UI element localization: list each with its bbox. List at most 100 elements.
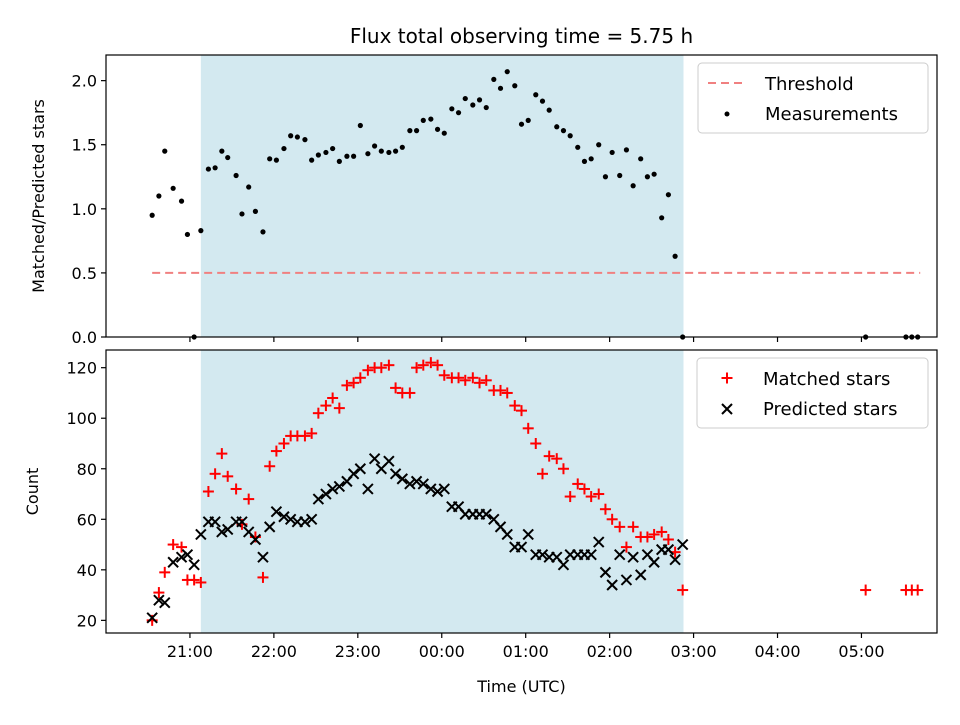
predicted-star-point [305, 513, 318, 526]
matched-star-point [299, 430, 311, 442]
matched-star-point [383, 359, 395, 371]
matched-star-point [320, 400, 332, 412]
predicted-star-point [404, 478, 416, 490]
legend-predicted-swatch [721, 403, 733, 415]
predicted-star-point [263, 521, 276, 533]
measurement-point [462, 95, 468, 102]
matched-star-point [522, 422, 534, 434]
predicted-star-point [627, 551, 639, 563]
top-y-axis-label: Matched/Predicted stars [29, 99, 48, 293]
predicted-star-point [236, 516, 248, 528]
matched-star-point [543, 450, 555, 462]
predicted-star-point [515, 541, 528, 553]
measurement-point [149, 212, 155, 218]
bottom-subplot: 20 40 60 80 100 120 21:00 22:00 23:00 00:00 01:00… [23, 349, 938, 696]
predicted-star-point [662, 543, 675, 556]
measurement-point [365, 151, 371, 157]
measurement-point [525, 117, 531, 123]
y-tick-label: 1.5 [72, 136, 97, 155]
measurement-point [554, 124, 560, 130]
measurement-point [344, 153, 350, 159]
matched-star-point [585, 491, 597, 503]
predicted-star-point [620, 574, 633, 586]
measurement-point [659, 215, 665, 221]
matched-star-point [176, 541, 188, 553]
predicted-star-point [438, 483, 450, 495]
matched-star-point [480, 374, 492, 386]
predicted-star-point [599, 566, 612, 579]
bottom-x-ticks: 21:00 22:00 23:00 00:00 01:00 02:00 03:00 04:00… [167, 633, 885, 661]
matched-star-point [656, 526, 668, 538]
measurement-point [602, 174, 609, 180]
x-tick-label: 02:00 [587, 642, 633, 661]
predicted-star-point [354, 463, 367, 475]
measurement-point [212, 165, 218, 171]
legend-plus-marker [721, 372, 733, 384]
top-y-ticks: 0.0 0.5 1.0 1.5 2.0 [72, 72, 106, 347]
matched-star-point [270, 445, 282, 457]
measurement-point [546, 107, 552, 113]
predicted-star-point [159, 596, 171, 609]
measurement-point [198, 228, 204, 234]
measurement-point [420, 117, 426, 123]
measurement-point [309, 157, 315, 163]
matched-star-point [614, 521, 626, 533]
top-axes-frame [105, 54, 938, 338]
matched-star-point [495, 384, 507, 396]
predicted-star-point [167, 556, 179, 568]
measurement-point [184, 231, 191, 238]
matched-star-point [354, 372, 366, 384]
measurement-point [233, 172, 239, 179]
measurement-point [246, 184, 252, 190]
predicted-star-point [284, 513, 297, 526]
matched-star-point [474, 377, 486, 389]
matched-star-point [648, 528, 660, 540]
matched-star-point [167, 539, 179, 551]
bottom-legend: Matched stars Predicted stars [696, 357, 929, 429]
matched-star-point [195, 576, 207, 588]
measurement-point [596, 142, 602, 148]
matched-star-point [578, 483, 590, 495]
measurement-point [617, 172, 623, 179]
measurement-point [294, 134, 300, 140]
bottom-y-axis-label: Count [23, 468, 42, 516]
measurement-point [575, 144, 581, 150]
predicted-star-point [614, 548, 626, 561]
matched-star-point [362, 364, 374, 376]
matched-star-point [188, 574, 200, 586]
measurement-point [533, 92, 539, 98]
top-legend: Threshold Measurements [697, 62, 929, 134]
matched-star-point [912, 584, 924, 596]
matched-star-point [459, 374, 471, 386]
bottom-y-ticks: 20 40 60 80 100 120 [66, 359, 106, 630]
predicted-stars-points [146, 452, 689, 624]
observing-window-shade [200, 55, 684, 337]
measurement-point [407, 128, 413, 134]
bottom-legend-box [696, 357, 929, 429]
legend-x-marker [721, 403, 733, 415]
matched-star-point [627, 521, 639, 533]
predicted-star-point [362, 483, 374, 495]
predicted-star-point [270, 506, 283, 518]
measurement-point [392, 148, 399, 154]
predicted-star-point [347, 468, 360, 480]
matched-star-point [641, 531, 653, 543]
measurement-point [372, 143, 378, 149]
measurement-point [170, 185, 176, 191]
measurement-point [638, 156, 644, 162]
matched-star-point [432, 359, 444, 371]
predicted-star-point [216, 526, 228, 538]
matched-star-point [564, 491, 576, 503]
matched-star-point [453, 372, 465, 384]
measurement-point [651, 171, 657, 177]
measurement-point [518, 121, 525, 127]
matched-star-point [341, 379, 353, 391]
y-tick-label: 40 [77, 561, 97, 580]
legend-matched-swatch [721, 372, 733, 384]
measurement-point [330, 145, 336, 152]
x-tick-label: 00:00 [419, 642, 465, 661]
legend-measurements-swatch [724, 111, 730, 117]
matched-star-point [209, 468, 221, 480]
predicted-star-point [676, 538, 689, 551]
